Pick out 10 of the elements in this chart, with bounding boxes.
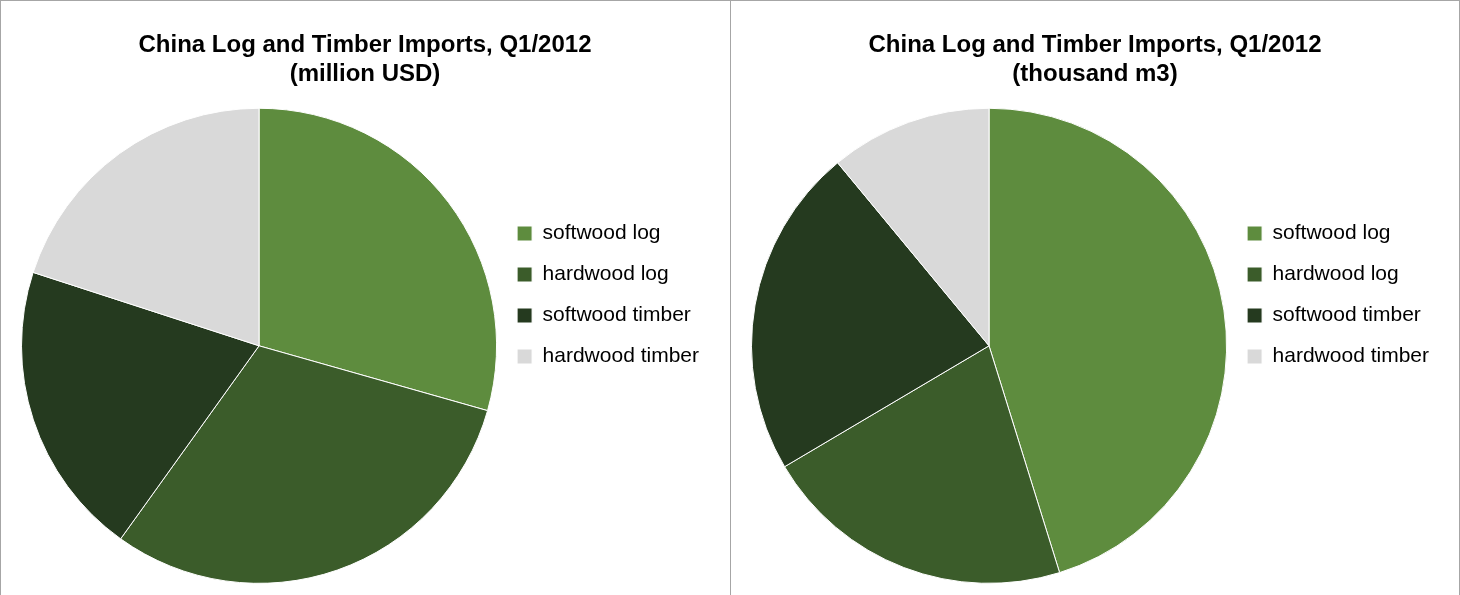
chart-title: China Log and Timber Imports, Q1/2012 (million USD): [138, 30, 592, 86]
legend-label: softwood log: [1272, 220, 1391, 244]
legend-label: hardwood timber: [1272, 343, 1429, 367]
legend-label: softwood log: [542, 220, 661, 244]
legend-label: softwood timber: [1272, 302, 1421, 326]
legend-label: hardwood timber: [542, 343, 700, 367]
legend-label: hardwood log: [1272, 261, 1399, 285]
chart-title: China Log and Timber Imports, Q1/2012 (thousand m3): [868, 30, 1321, 86]
legend-label: softwood timber: [542, 302, 691, 326]
legend-label: hardwood log: [542, 261, 669, 285]
